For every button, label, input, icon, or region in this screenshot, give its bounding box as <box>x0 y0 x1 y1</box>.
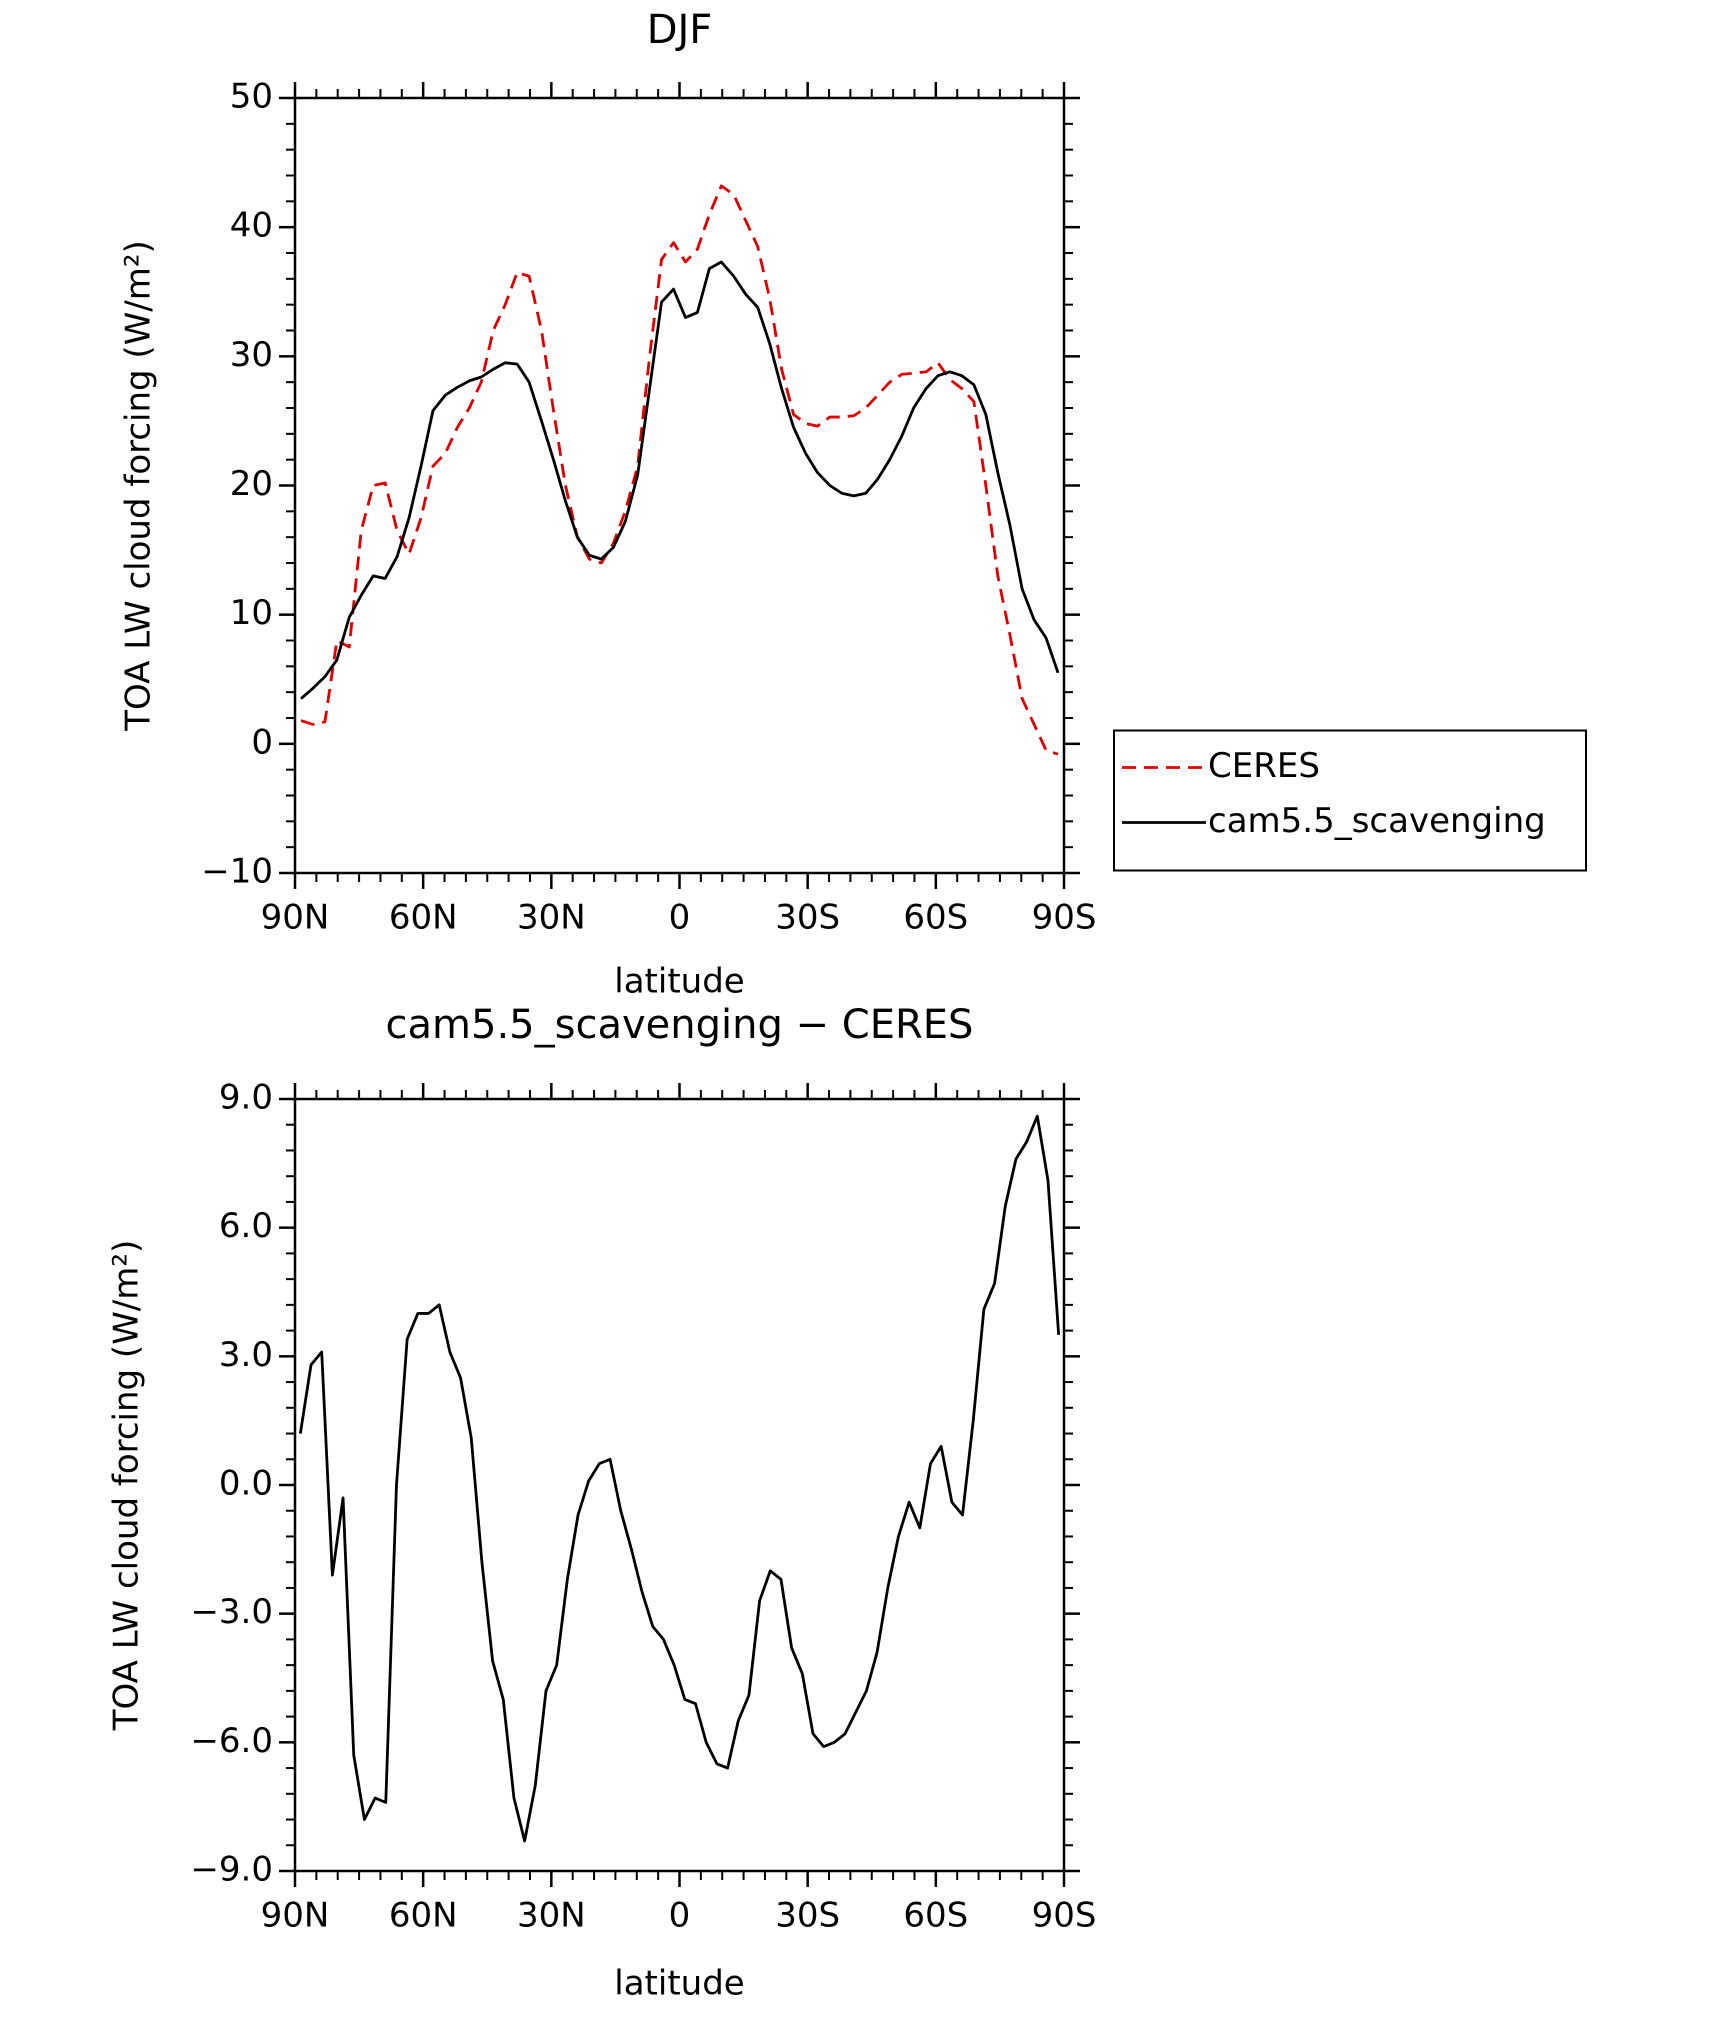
x-tick-label: 60S <box>903 898 968 938</box>
y-tick-label: 50 <box>230 77 273 117</box>
x-tick-label: 30N <box>517 898 586 938</box>
y-tick-label: 10 <box>230 593 273 633</box>
chart-title: DJF <box>647 7 713 53</box>
y-tick-label: −9.0 <box>190 1850 273 1890</box>
y-tick-label: −10 <box>201 852 273 892</box>
x-tick-label: 0 <box>669 898 691 938</box>
plot-frame <box>293 96 1066 875</box>
legend-label: CERES <box>1208 746 1320 786</box>
x-axis-label: latitude <box>614 962 744 1002</box>
y-tick-label: 0.0 <box>219 1464 273 1504</box>
y-tick-label: 0 <box>251 722 273 762</box>
data-line <box>300 184 1059 756</box>
y-tick-label: 9.0 <box>219 1078 273 1118</box>
x-tick-label: 60S <box>903 1896 968 1936</box>
x-tick-label: 30S <box>775 898 840 938</box>
x-tick-label: 30S <box>775 1896 840 1936</box>
x-tick-label: 60N <box>389 1896 458 1936</box>
data-line <box>298 1114 1061 1843</box>
x-tick-label: 90S <box>1032 1896 1097 1936</box>
x-tick-label: 0 <box>669 1896 691 1936</box>
y-tick-label: −6.0 <box>190 1721 273 1761</box>
legend-box <box>1113 729 1587 872</box>
x-tick-label: 30N <box>517 1896 586 1936</box>
y-axis-label: TOA LW cloud forcing (W/m²) <box>119 240 159 732</box>
plot-frame <box>293 1097 1066 1873</box>
x-tick-label: 90S <box>1032 898 1097 938</box>
legend-label: cam5.5_scavenging <box>1208 801 1546 841</box>
y-tick-label: 3.0 <box>219 1335 273 1375</box>
chart-title: cam5.5_scavenging − CERES <box>386 1002 974 1048</box>
y-tick-label: 40 <box>230 206 273 246</box>
data-line <box>300 260 1060 700</box>
x-tick-label: 60N <box>389 898 458 938</box>
x-tick-label: 90N <box>261 1896 330 1936</box>
y-tick-label: −3.0 <box>190 1592 273 1632</box>
y-tick-label: 30 <box>230 335 273 375</box>
y-tick-label: 20 <box>230 464 273 504</box>
x-tick-label: 90N <box>261 898 330 938</box>
y-tick-label: 6.0 <box>219 1206 273 1246</box>
y-axis-label: TOA LW cloud forcing (W/m²) <box>107 1240 147 1732</box>
x-axis-label: latitude <box>614 1964 744 2004</box>
